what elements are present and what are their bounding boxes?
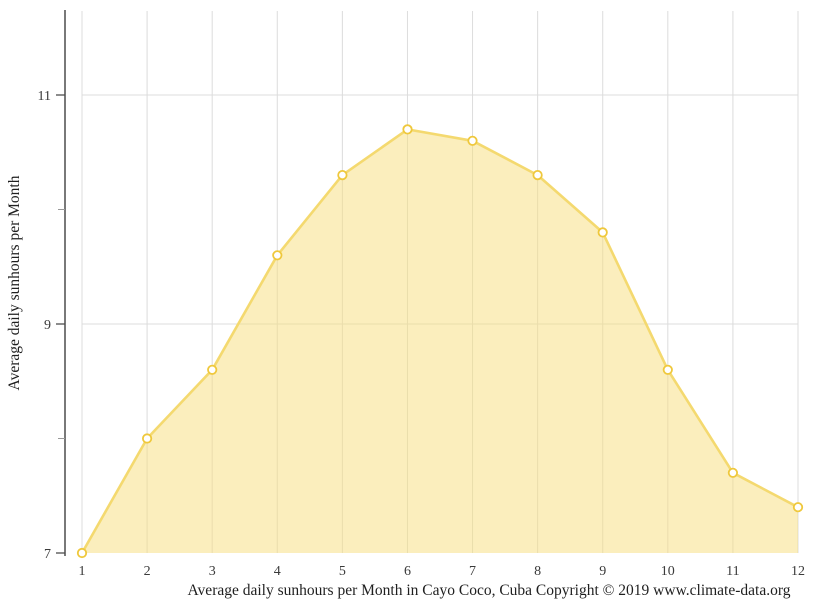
y-tick-label-7: 7	[44, 547, 51, 562]
y-axis-tick-labels: 7 9 11	[38, 89, 51, 562]
sunhours-area-fill	[82, 129, 798, 553]
x-tick-label-10: 10	[661, 564, 675, 579]
data-point-month-8	[532, 170, 543, 181]
data-point-month-2	[142, 433, 153, 444]
data-point-month-6	[402, 124, 413, 135]
x-tick-label-5: 5	[339, 564, 346, 579]
x-tick-label-2: 2	[144, 564, 151, 579]
data-point-month-12	[792, 502, 804, 513]
data-point-month-3	[207, 364, 218, 375]
data-point-month-5	[337, 170, 348, 181]
x-tick-label-7: 7	[469, 564, 476, 579]
x-tick-label-6: 6	[404, 564, 411, 579]
x-axis-labels: 1 2 3 4 5 6 7 8 9 10 11 12	[79, 564, 806, 579]
data-point-month-1	[76, 547, 88, 559]
data-points	[76, 124, 804, 559]
y-tick-label-11: 11	[38, 89, 51, 104]
x-tick-label-4: 4	[274, 564, 281, 579]
x-tick-label-11: 11	[726, 564, 739, 579]
data-point-month-7	[467, 135, 478, 146]
x-tick-label-3: 3	[209, 564, 216, 579]
data-point-month-10	[662, 364, 673, 375]
y-axis	[56, 10, 66, 556]
x-tick-label-12: 12	[791, 564, 805, 579]
y-axis-title: Average daily sunhours per Month	[6, 175, 23, 390]
data-point-month-4	[272, 250, 283, 261]
chart-caption: Average daily sunhours per Month in Cayo…	[188, 582, 791, 599]
sunhours-line	[80, 128, 800, 555]
x-tick-label-1: 1	[79, 564, 86, 579]
y-tick-label-9: 9	[44, 318, 51, 333]
x-tick-label-9: 9	[599, 564, 606, 579]
x-tick-label-8: 8	[534, 564, 541, 579]
area-series	[80, 128, 800, 555]
data-point-month-11	[727, 467, 739, 478]
data-point-month-9	[597, 227, 608, 238]
